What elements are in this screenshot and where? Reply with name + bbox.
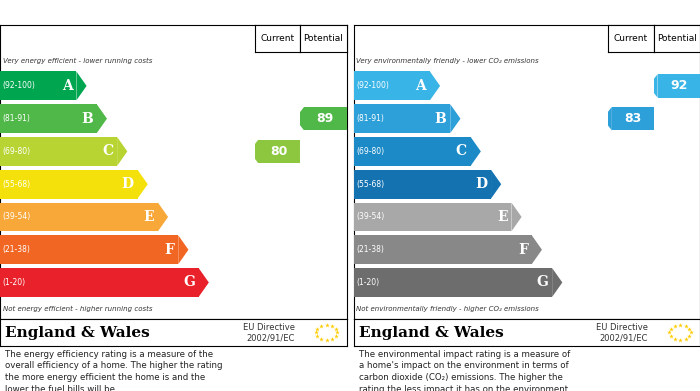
Text: 83: 83 <box>624 112 641 125</box>
Bar <box>354 137 470 166</box>
Polygon shape <box>450 104 461 133</box>
Bar <box>0 72 76 100</box>
Text: C: C <box>102 144 113 158</box>
Bar <box>0 235 178 264</box>
Text: England & Wales: England & Wales <box>358 326 503 340</box>
Text: C: C <box>456 144 467 158</box>
Text: (1-20): (1-20) <box>356 278 379 287</box>
Bar <box>0 170 137 199</box>
Bar <box>354 235 532 264</box>
Bar <box>0 203 158 231</box>
Text: (39-54): (39-54) <box>3 212 31 221</box>
Bar <box>354 72 430 100</box>
Text: Very energy efficient - lower running costs: Very energy efficient - lower running co… <box>3 57 152 64</box>
Polygon shape <box>199 268 209 297</box>
Polygon shape <box>258 140 300 163</box>
Polygon shape <box>97 104 107 133</box>
Polygon shape <box>117 137 127 166</box>
Text: The energy efficiency rating is a measure of the
overall efficiency of a home. T: The energy efficiency rating is a measur… <box>5 350 223 391</box>
Text: 80: 80 <box>271 145 288 158</box>
Text: F: F <box>518 243 528 257</box>
Text: A: A <box>415 79 426 93</box>
Text: G: G <box>536 276 548 289</box>
Text: E: E <box>144 210 154 224</box>
Polygon shape <box>249 140 258 163</box>
Polygon shape <box>532 235 542 264</box>
Text: (69-80): (69-80) <box>356 147 384 156</box>
Polygon shape <box>491 170 501 199</box>
Text: (69-80): (69-80) <box>3 147 31 156</box>
Text: G: G <box>183 276 195 289</box>
Text: (1-20): (1-20) <box>3 278 26 287</box>
Bar <box>354 268 552 297</box>
Polygon shape <box>430 72 440 100</box>
Polygon shape <box>603 107 612 131</box>
Polygon shape <box>158 203 168 231</box>
Text: Energy Efficiency Rating: Energy Efficiency Rating <box>5 6 188 19</box>
Polygon shape <box>76 72 87 100</box>
Text: Current: Current <box>614 34 648 43</box>
Text: (92-100): (92-100) <box>3 81 36 90</box>
Text: D: D <box>475 177 487 191</box>
Text: England & Wales: England & Wales <box>5 326 150 340</box>
Text: Potential: Potential <box>657 34 697 43</box>
Text: (21-38): (21-38) <box>356 245 384 254</box>
Text: (92-100): (92-100) <box>356 81 389 90</box>
Polygon shape <box>137 170 148 199</box>
Text: EU Directive
2002/91/EC: EU Directive 2002/91/EC <box>596 323 648 343</box>
Text: (21-38): (21-38) <box>3 245 30 254</box>
Text: Not environmentally friendly - higher CO₂ emissions: Not environmentally friendly - higher CO… <box>356 306 539 312</box>
Text: (81-91): (81-91) <box>356 114 384 123</box>
Text: B: B <box>435 112 447 126</box>
Text: D: D <box>122 177 134 191</box>
Bar <box>0 104 97 133</box>
Polygon shape <box>657 74 700 98</box>
Text: Very environmentally friendly - lower CO₂ emissions: Very environmentally friendly - lower CO… <box>356 57 539 64</box>
Text: B: B <box>81 112 93 126</box>
Text: 92: 92 <box>670 79 687 92</box>
Polygon shape <box>304 107 346 131</box>
Text: (55-68): (55-68) <box>356 180 384 189</box>
Text: (81-91): (81-91) <box>3 114 30 123</box>
Bar <box>354 104 450 133</box>
Text: (39-54): (39-54) <box>356 212 384 221</box>
Text: E: E <box>497 210 508 224</box>
Text: A: A <box>62 79 73 93</box>
Polygon shape <box>295 107 304 131</box>
Text: Not energy efficient - higher running costs: Not energy efficient - higher running co… <box>3 306 152 312</box>
Bar <box>354 203 512 231</box>
Bar <box>354 170 491 199</box>
Polygon shape <box>552 268 562 297</box>
Bar <box>0 268 199 297</box>
Text: 89: 89 <box>316 112 334 125</box>
Polygon shape <box>178 235 188 264</box>
Text: Current: Current <box>260 34 295 43</box>
Text: Potential: Potential <box>304 34 344 43</box>
Bar <box>0 137 117 166</box>
Polygon shape <box>648 74 657 98</box>
Polygon shape <box>612 107 654 131</box>
Polygon shape <box>512 203 522 231</box>
Text: The environmental impact rating is a measure of
a home's impact on the environme: The environmental impact rating is a mea… <box>358 350 570 391</box>
Polygon shape <box>470 137 481 166</box>
Text: F: F <box>164 243 174 257</box>
Text: (55-68): (55-68) <box>3 180 31 189</box>
Text: EU Directive
2002/91/EC: EU Directive 2002/91/EC <box>242 323 295 343</box>
Text: Environmental Impact (CO₂) Rating: Environmental Impact (CO₂) Rating <box>358 6 621 19</box>
